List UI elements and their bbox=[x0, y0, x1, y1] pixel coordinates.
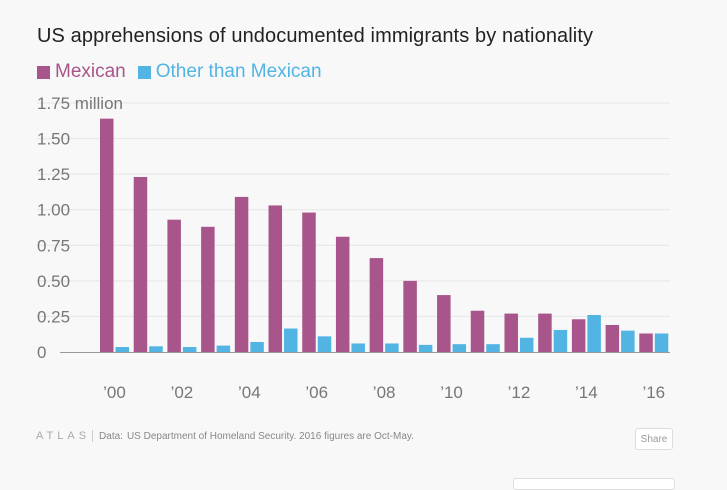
bar-other bbox=[553, 329, 568, 352]
bar-mexican bbox=[639, 333, 653, 352]
bar-mexican bbox=[234, 196, 249, 352]
bar-other bbox=[216, 345, 231, 352]
bar-mexican bbox=[201, 226, 215, 352]
x-tick-label: ’06 bbox=[305, 383, 328, 402]
bar-mexican bbox=[470, 310, 485, 352]
bar-other bbox=[654, 333, 669, 352]
source-text: US Department of Homeland Security. 2016… bbox=[126, 430, 414, 442]
bar-other bbox=[621, 330, 635, 352]
bar-other bbox=[486, 344, 500, 352]
bar-mexican bbox=[605, 324, 620, 352]
bar-chart: 0 0.25 0.50 0.75 1.00 1.25 1.50 1.75 million ’00… bbox=[37, 94, 670, 402]
x-tick-label: ’12 bbox=[508, 383, 531, 402]
bar-mexican bbox=[335, 236, 350, 352]
legend-item-other: Other than Mexican bbox=[137, 61, 322, 83]
y-tick-label: 0.75 bbox=[37, 236, 70, 255]
bar-mexican bbox=[504, 313, 518, 352]
x-tick-label: ’02 bbox=[171, 383, 194, 402]
bar-other bbox=[587, 315, 601, 352]
chart-title: US apprehensions of undocumented immigra… bbox=[37, 25, 594, 47]
bar-mexican bbox=[369, 258, 384, 352]
x-tick-label: ’08 bbox=[373, 383, 396, 402]
bar-mexican bbox=[133, 176, 148, 352]
bar-mexican bbox=[268, 205, 283, 352]
bar-mexican bbox=[571, 319, 586, 352]
bar-other bbox=[452, 344, 467, 352]
x-tick-label: ’00 bbox=[103, 383, 126, 402]
embed-box bbox=[513, 478, 675, 490]
y-tick-label: 0 bbox=[37, 343, 46, 362]
bar-other bbox=[284, 328, 298, 352]
bar-other bbox=[149, 346, 163, 352]
bar-mexican bbox=[538, 313, 552, 352]
y-tick-label: 0.25 bbox=[37, 307, 70, 326]
bar-mexican bbox=[403, 280, 417, 352]
share-button[interactable]: Share bbox=[635, 428, 673, 450]
legend-label-other: Other than Mexican bbox=[155, 61, 322, 82]
atlas-logo: ATLAS bbox=[36, 430, 91, 442]
bar-mexican bbox=[167, 219, 181, 352]
chart-footer: ATLAS Data: US Department of Homeland Se… bbox=[36, 430, 414, 442]
legend-swatch-mexican bbox=[37, 65, 50, 79]
bar-other bbox=[317, 336, 332, 352]
bar-other bbox=[418, 344, 433, 352]
bar-other bbox=[519, 337, 534, 352]
x-tick-label: ’04 bbox=[238, 383, 261, 402]
bar-other bbox=[115, 347, 129, 352]
bar-other bbox=[250, 342, 264, 352]
bar-other bbox=[351, 343, 365, 352]
y-tick-label: 1.25 bbox=[37, 165, 70, 184]
y-tick-label: 1.00 bbox=[37, 201, 70, 220]
bar-mexican bbox=[100, 118, 114, 352]
footer-divider bbox=[92, 430, 94, 442]
x-tick-label: ’10 bbox=[440, 383, 463, 402]
chart-legend: Mexican Other than Mexican bbox=[37, 61, 334, 83]
legend-item-mexican: Mexican bbox=[37, 61, 126, 83]
legend-swatch-other bbox=[137, 65, 151, 79]
bar-other bbox=[385, 343, 399, 352]
legend-label-mexican: Mexican bbox=[55, 61, 126, 82]
bar-other bbox=[182, 347, 197, 352]
x-tick-label: ’14 bbox=[575, 383, 598, 402]
y-tick-label: 1.75 million bbox=[37, 94, 123, 113]
bar-mexican bbox=[437, 295, 451, 352]
data-label: Data: bbox=[99, 430, 123, 442]
y-tick-label: 1.50 bbox=[37, 130, 70, 149]
y-tick-label: 0.50 bbox=[37, 272, 70, 291]
bar-mexican bbox=[302, 212, 316, 352]
x-tick-label: ’16 bbox=[642, 383, 665, 402]
